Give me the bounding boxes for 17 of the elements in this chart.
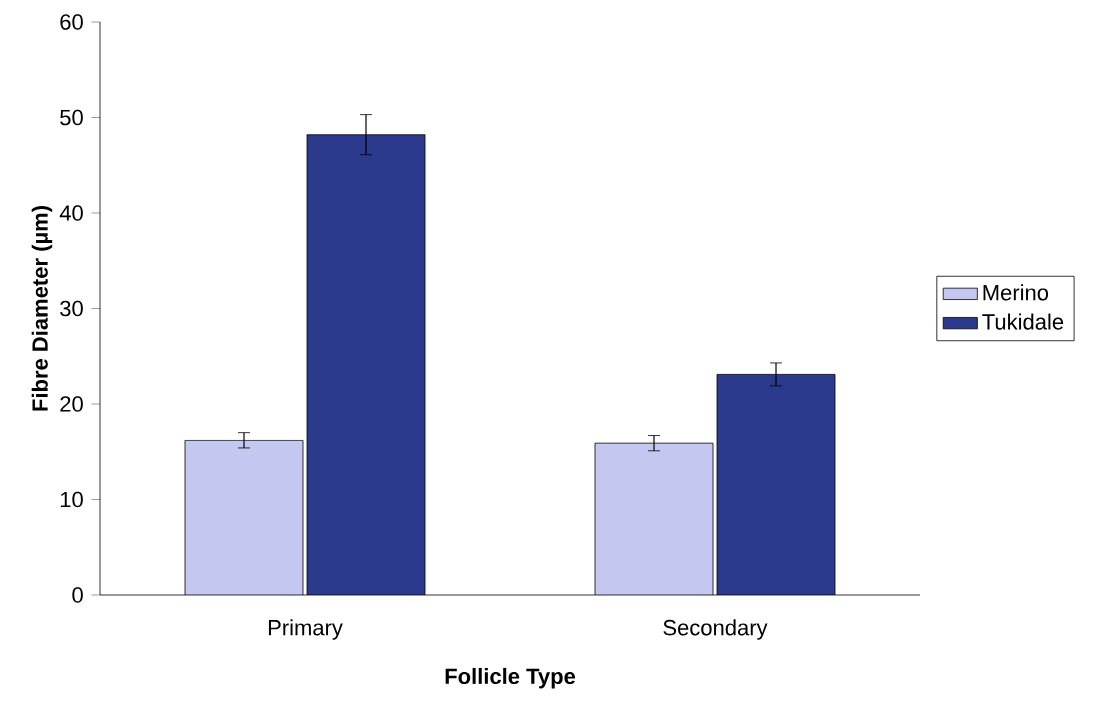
bar	[185, 440, 303, 595]
y-tick-label: 20	[60, 396, 83, 412]
bar	[307, 134, 426, 595]
x-tick-label: Primary	[268, 619, 343, 640]
y-tick-label: 40	[59, 205, 83, 221]
x-axis-title: Follicle Type	[445, 667, 576, 689]
y-axis-title: Fibre Diameter (µm)	[31, 206, 53, 411]
y-tick-label: 10	[60, 491, 83, 508]
y-tick-label: 60	[60, 14, 83, 30]
bar	[716, 374, 836, 595]
legend-label: Merino	[983, 284, 1049, 301]
bar	[594, 442, 714, 595]
y-tick-label: 30	[60, 300, 83, 317]
y-tick-label: 50	[60, 109, 83, 126]
legend-label: Tukidale	[982, 313, 1064, 330]
x-tick-label: Secondary	[663, 619, 768, 640]
y-tick-label: 0	[72, 587, 83, 603]
